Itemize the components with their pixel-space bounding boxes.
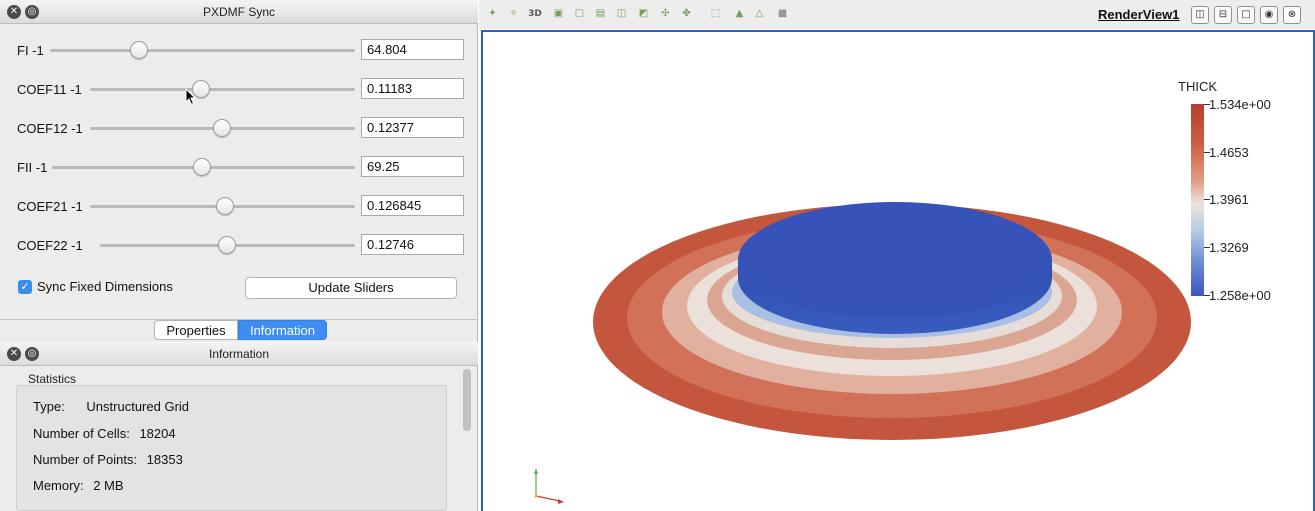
slider-knob[interactable] [218,236,236,254]
tab-information[interactable]: Information [238,320,327,340]
stat-points: Number of Points: 18353 [33,452,183,467]
slider-label: COEF22 -1 [17,238,83,253]
slider-value-field[interactable]: 0.12377 [361,117,464,138]
legend-tick [1204,295,1210,296]
stat-memory: Memory: 2 MB [33,478,124,493]
maximize-icon[interactable]: □ [1237,6,1255,24]
legend-label-min: 1.258e+00 [1209,288,1271,303]
info-scrollbar[interactable] [463,369,471,431]
left-panel: ✕ ◎ PXDMF Sync FI -1 64.804 COEF11 -1 0.… [0,0,478,511]
slider-row-coef11: COEF11 -1 0.11183 [0,78,478,102]
legend-title: THICK [1178,79,1217,94]
split-horizontal-icon[interactable]: ◫ [1191,6,1209,24]
tab-properties[interactable]: Properties [154,320,238,340]
slider-value-field[interactable]: 0.126845 [361,195,464,216]
stat-value: 18353 [146,452,183,467]
slider-row-fi: FI -1 64.804 [0,39,478,63]
slider-row-coef22: COEF22 -1 0.12746 [0,234,478,258]
select-block-icon[interactable]: ◩ [638,8,649,19]
select-frustum-points-icon[interactable]: ◫ [616,8,627,19]
info-panel-title: Information [208,347,270,361]
stat-value: 18204 [139,426,176,441]
slider-track[interactable] [90,88,355,91]
zoom-data-icon[interactable]: ✧ [509,8,518,19]
stat-value: Unstructured Grid [86,399,190,414]
interactive-select-points-icon[interactable]: ✤ [682,8,691,19]
slider-label: FII -1 [17,160,48,175]
mouse-cursor-icon [185,88,197,106]
camera-icon[interactable]: ◉ [1260,6,1278,24]
tab-divider [0,319,478,320]
select-cells-icon[interactable]: ▣ [553,8,564,19]
slider-label: COEF11 -1 [17,82,82,97]
sync-fixed-label: Sync Fixed Dimensions [37,279,173,294]
info-panel-titlebar: ✕ ◎ Information [0,342,478,366]
slider-label: COEF21 -1 [17,199,83,214]
select-points-icon[interactable]: ▢ [574,8,585,19]
legend-tick [1204,199,1210,200]
slider-row-coef21: COEF21 -1 0.126845 [0,195,478,219]
close-icon[interactable]: ✕ [7,5,21,19]
hover-cells-icon[interactable]: △ [755,8,764,19]
legend-label: 1.4653 [1209,145,1249,160]
stat-value: 2 MB [93,478,124,493]
split-vertical-icon[interactable]: ⊟ [1214,6,1232,24]
select-frustum-cells-icon[interactable]: ▤ [595,8,606,19]
close-view-icon[interactable]: ⊗ [1283,6,1301,24]
slider-knob[interactable] [192,80,210,98]
stat-cells: Number of Cells: 18204 [33,426,176,441]
slider-track[interactable] [50,49,355,52]
stat-type: Type: Unstructured Grid [33,399,189,414]
legend-label-max: 1.534e+00 [1209,97,1271,112]
legend-tick [1204,152,1210,153]
sync-panel-title: PXDMF Sync [202,5,275,19]
sync-panel-titlebar: ✕ ◎ PXDMF Sync [0,0,478,24]
float-icon[interactable]: ◎ [25,5,39,19]
slider-value-field[interactable]: 69.25 [361,156,464,177]
reset-camera-icon[interactable]: ✦ [488,8,497,19]
slider-value-field[interactable]: 0.11183 [361,78,464,99]
checkbox-checked-icon[interactable]: ✓ [18,280,32,294]
interactive-select-icon[interactable]: ✣ [661,8,670,19]
slider-value-field[interactable]: 64.804 [361,39,464,60]
stat-key: Number of Cells: [33,426,130,441]
slider-row-coef12: COEF12 -1 0.12377 [0,117,478,141]
stat-key: Number of Points: [33,452,138,467]
orientation-axes-icon [534,468,564,504]
legend-label: 1.3961 [1209,192,1249,207]
polygon-select-icon[interactable]: ⬚ [710,8,721,19]
3d-toggle-icon[interactable]: 3D [528,9,542,19]
legend-tick [1204,104,1210,105]
legend-colorbar [1191,104,1204,296]
slider-knob[interactable] [213,119,231,137]
update-sliders-button[interactable]: Update Sliders [245,277,457,299]
float-icon[interactable]: ◎ [25,347,39,361]
statistics-heading: Statistics [28,372,77,386]
slider-row-fii: FII -1 69.25 [0,156,478,180]
slider-label: FI -1 [17,43,44,58]
slider-knob[interactable] [193,158,211,176]
slider-knob[interactable] [216,197,234,215]
close-icon[interactable]: ✕ [7,347,21,361]
stat-key: Type: [33,399,65,414]
slider-label: COEF12 -1 [17,121,83,136]
slider-value-field[interactable]: 0.12746 [361,234,464,255]
legend-label: 1.3269 [1209,240,1249,255]
render-toolbar: ✦ ✧ 3D ▣ ▢ ▤ ◫ ◩ ✣ ✤ ⬚ ▲ △ ■ RenderView1… [479,0,1315,29]
dome-top [738,202,1052,318]
legend-tick [1204,247,1210,248]
slider-knob[interactable] [130,41,148,59]
render-view-label[interactable]: RenderView1 [1098,7,1180,22]
hover-points-icon[interactable]: ▲ [735,8,744,19]
clear-selection-icon[interactable]: ■ [777,8,788,19]
stat-key: Memory: [33,478,84,493]
